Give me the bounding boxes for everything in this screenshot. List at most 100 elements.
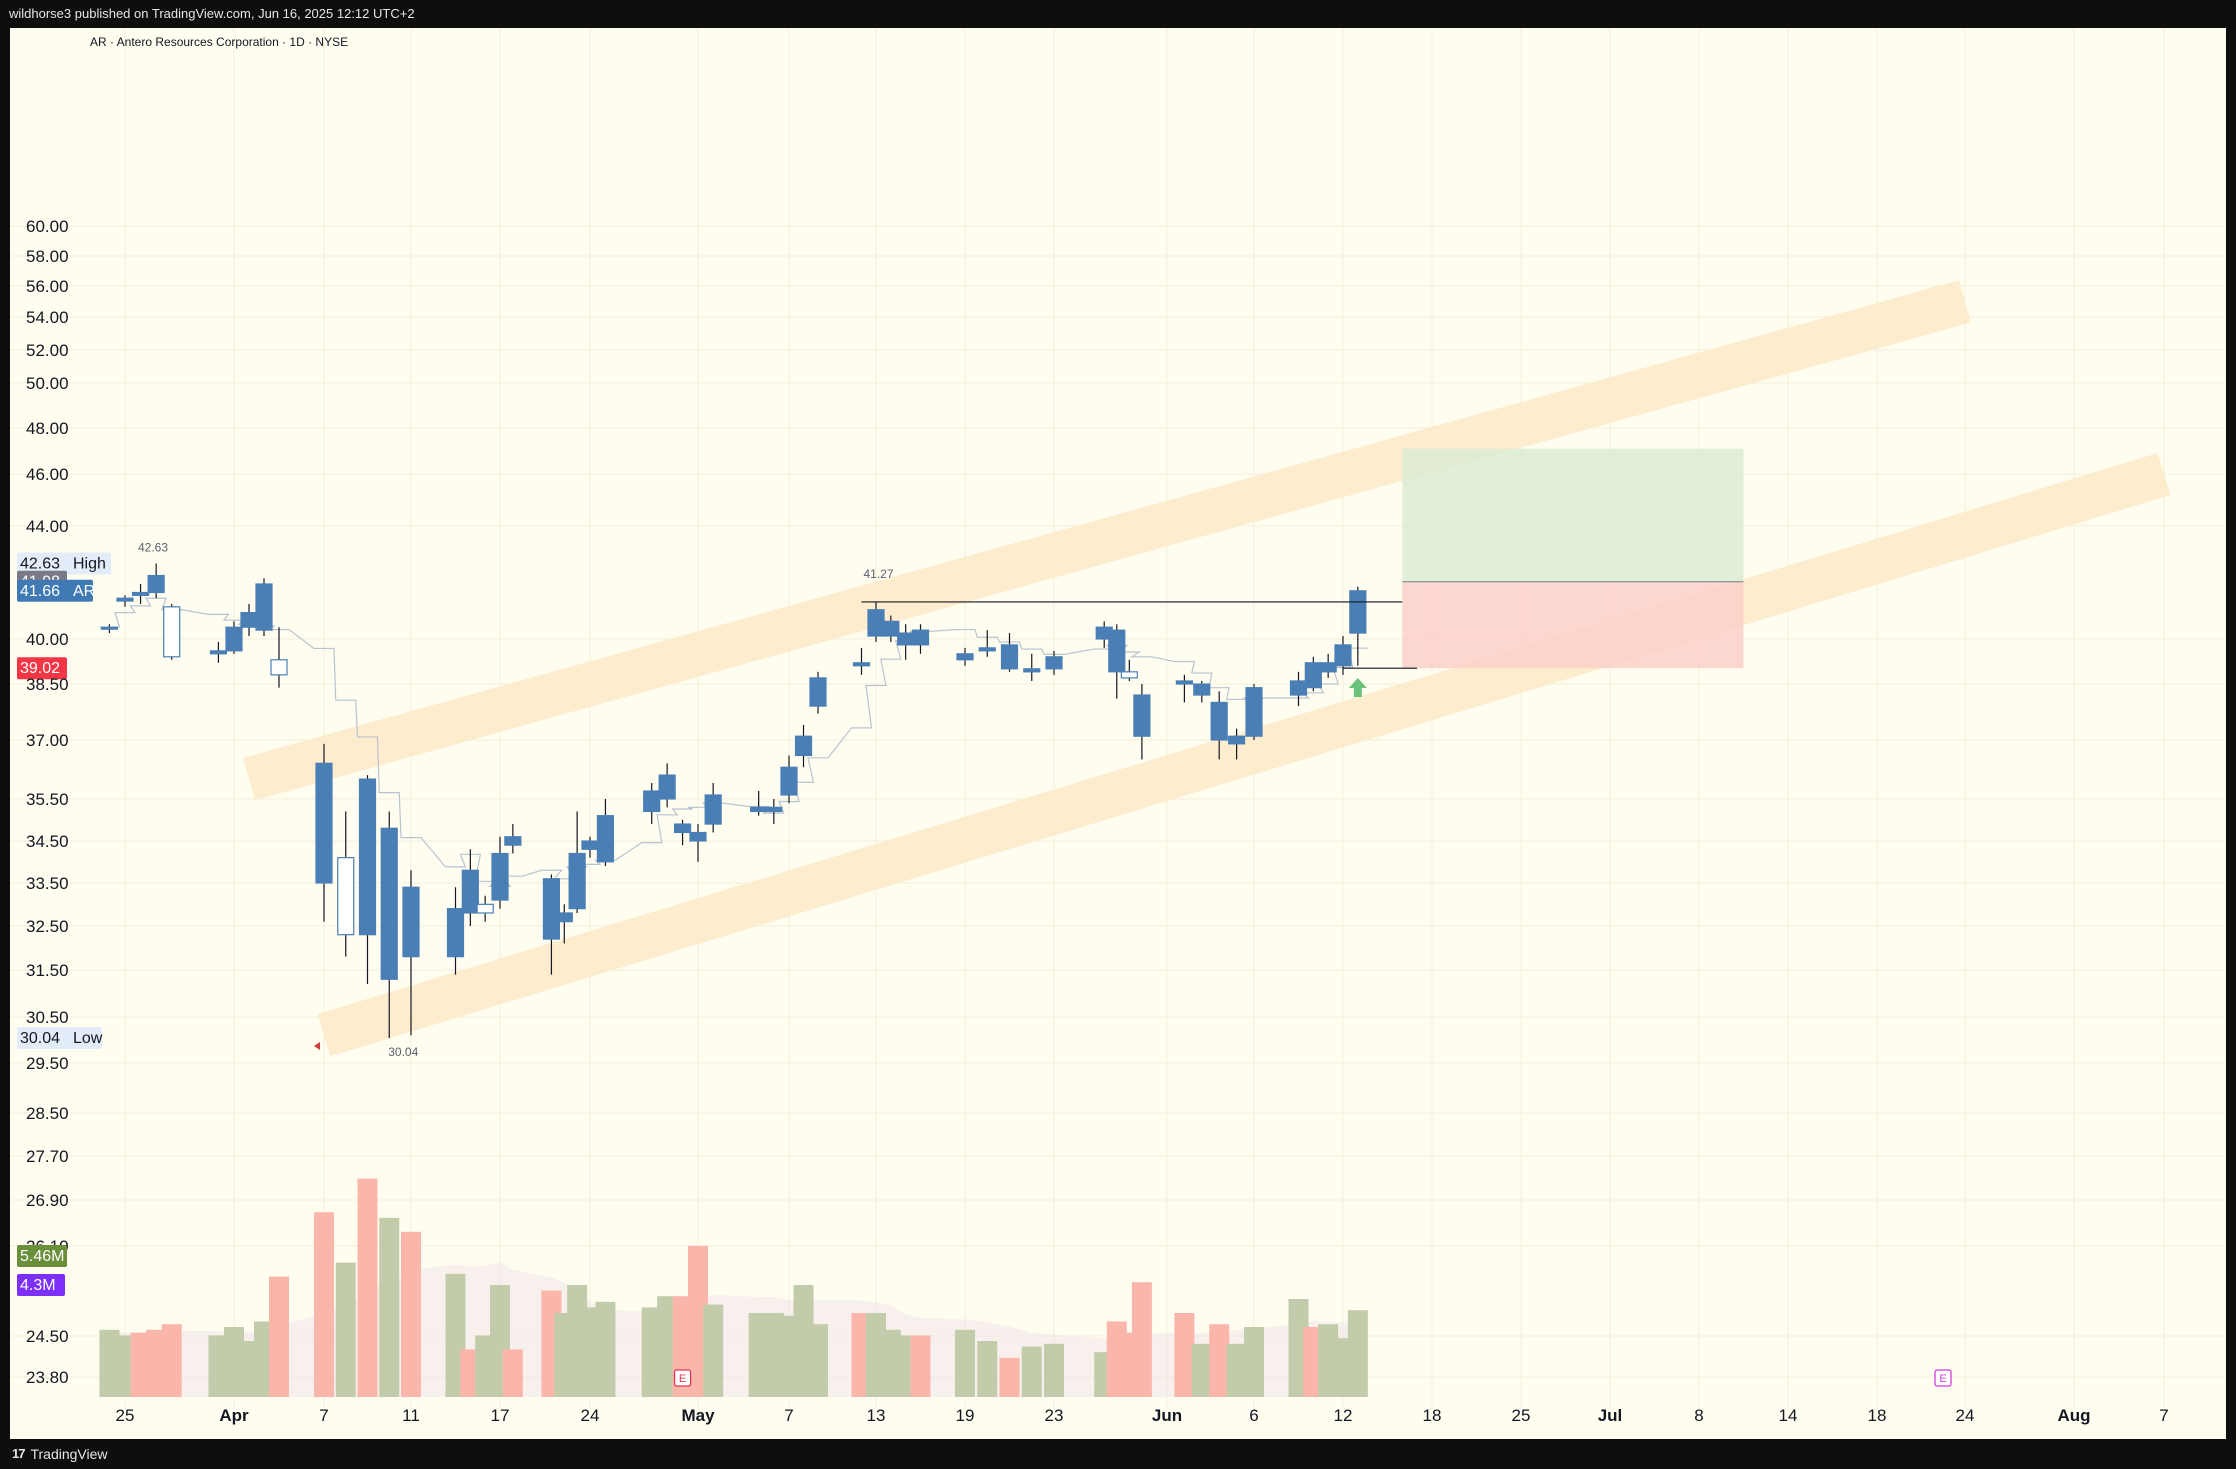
candle — [147, 563, 165, 599]
candle — [446, 887, 465, 975]
candle-body — [315, 762, 333, 884]
earnings-label: E — [679, 1373, 686, 1385]
candle — [1210, 691, 1228, 760]
y-tick-label: 27.70 — [26, 1147, 69, 1166]
candle-body — [255, 583, 273, 631]
candle-body — [956, 653, 974, 661]
candle-body — [765, 806, 783, 813]
volume-bar — [641, 1307, 662, 1397]
candle — [1304, 656, 1322, 692]
volume-bar — [1131, 1282, 1152, 1397]
candle-body — [1193, 683, 1211, 696]
volume-bar — [1244, 1327, 1264, 1397]
candle-body — [704, 794, 722, 825]
candle-body — [446, 908, 465, 958]
x-tick-label: Aug — [2057, 1406, 2090, 1425]
volume-bar — [1209, 1324, 1230, 1397]
channel-band — [243, 280, 1971, 801]
price-chart[interactable]: 42.63 41.27 30.04 E E 60.00 58.00 56.00 54.00 52… — [10, 28, 2226, 1439]
price-label-box — [17, 552, 111, 575]
candle-body — [147, 574, 165, 594]
volume-bar — [146, 1329, 167, 1397]
x-tick-label: 23 — [1045, 1406, 1064, 1425]
candle-body — [1023, 668, 1041, 673]
volume-bar — [115, 1335, 135, 1397]
annotation-high: 42.63 — [138, 541, 168, 555]
candle-body — [1175, 680, 1194, 685]
tradingview-logo-icon: 17 — [12, 1446, 26, 1461]
x-tick-label: 13 — [867, 1406, 886, 1425]
candle-body — [581, 840, 599, 850]
y-tick-label: 48.00 — [26, 419, 69, 438]
price-label-box — [17, 579, 93, 602]
candle-body — [1210, 701, 1228, 741]
candle — [765, 799, 783, 825]
volume-bar — [1174, 1313, 1195, 1397]
price-label-text: AR — [73, 583, 95, 600]
volume-bar — [688, 1245, 708, 1397]
y-tick-label: 26.90 — [26, 1191, 69, 1210]
candle — [225, 621, 243, 654]
x-tick-label: 7 — [2159, 1406, 2168, 1425]
y-tick-label: 35.50 — [26, 790, 69, 809]
candle — [315, 743, 333, 922]
candle — [882, 615, 900, 642]
x-tick-label: Jul — [1598, 1406, 1623, 1425]
annotation-resistance: 41.27 — [864, 567, 894, 581]
candle-body — [461, 869, 479, 914]
volume-bar — [401, 1231, 421, 1397]
x-tick-label: 19 — [956, 1406, 975, 1425]
y-tick-label: 44.00 — [26, 517, 69, 536]
candle-body — [1227, 735, 1246, 745]
candle-body — [476, 903, 494, 914]
candle — [1023, 653, 1041, 681]
footer-brand: TradingView — [30, 1446, 108, 1462]
candle — [689, 824, 707, 862]
candle-body — [978, 647, 996, 652]
y-tick-label: 50.00 — [26, 374, 69, 393]
candle-body — [809, 677, 827, 707]
footer: 17 TradingView — [0, 1439, 2236, 1469]
candle — [1120, 659, 1138, 681]
price-label: 39.02 — [17, 657, 67, 680]
candle — [358, 775, 377, 984]
candle — [337, 811, 355, 957]
candle-body — [643, 790, 661, 813]
annotations: 42.63 41.27 30.04 E E — [138, 541, 1952, 1387]
x-tick-label: 25 — [116, 1406, 135, 1425]
volume-bar — [99, 1329, 120, 1397]
horizontal-lines[interactable] — [861, 601, 1418, 669]
volume-bar — [335, 1262, 356, 1397]
earnings-icon: E — [1934, 1369, 1952, 1387]
candle-body — [209, 650, 228, 655]
volume-bar — [657, 1296, 678, 1397]
candle-body — [658, 774, 676, 800]
candle — [1245, 684, 1263, 740]
candle — [461, 849, 479, 926]
candle — [568, 811, 586, 913]
candle — [1193, 680, 1211, 703]
x-tick-label: 6 — [1249, 1406, 1258, 1425]
y-tick-label: 52.00 — [26, 341, 69, 360]
candle — [809, 671, 827, 714]
candle-body — [882, 620, 900, 637]
volume-bar — [1021, 1346, 1042, 1397]
volume-bar — [580, 1307, 600, 1397]
candle — [1289, 671, 1308, 707]
candle-body — [1120, 671, 1138, 679]
candle — [978, 630, 996, 657]
candle — [852, 647, 871, 675]
x-tick-label: 7 — [784, 1406, 793, 1425]
y-tick-label: 33.50 — [26, 874, 69, 893]
candle-body — [1108, 629, 1126, 673]
volume-bar — [208, 1335, 229, 1397]
volume-bar — [999, 1357, 1020, 1397]
candle-body — [596, 815, 615, 863]
y-tick-label: 38.50 — [26, 675, 69, 694]
position-tool[interactable] — [1402, 448, 1744, 669]
candle-body — [1133, 694, 1151, 737]
volume-bar — [763, 1313, 784, 1397]
y-tick-label: 23.80 — [26, 1368, 69, 1387]
y-tick-label: 60.00 — [26, 217, 69, 236]
volume-bar — [314, 1212, 334, 1397]
